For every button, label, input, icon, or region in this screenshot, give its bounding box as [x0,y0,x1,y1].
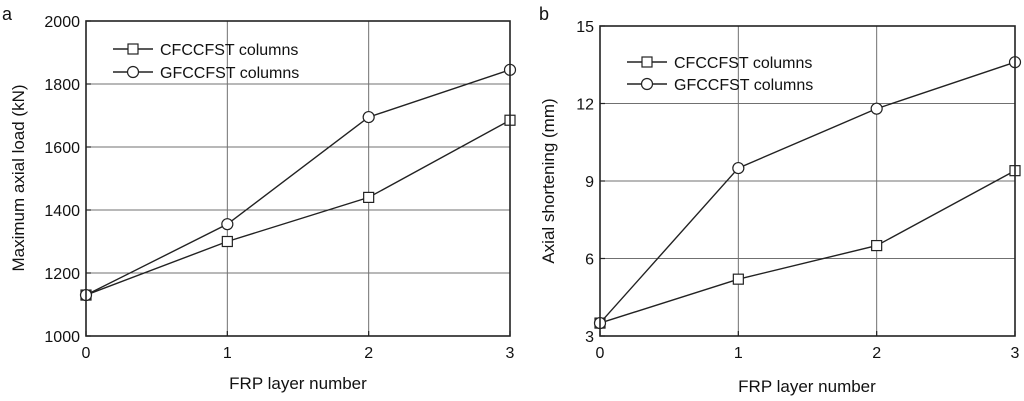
legend-square-marker-a [127,43,139,55]
data-point-square [732,273,744,285]
x-tick-label: 3 [1011,345,1020,362]
series-b [593,56,1022,330]
legend-label-cfccfst-b: CFCCFST columns [674,55,812,72]
legend-item-cfccfst-b: CFCCFST columns [627,55,812,72]
chart-panel-a: a 0 1 2 3 1000 1200 1400 1600 1800 2000 FRP layer… [2,4,517,393]
data-point-square [871,239,883,252]
y-tick-label: 1800 [44,77,80,94]
y-axis-title-a: Maximum axial load (kN) [9,84,28,271]
series-line-gfccfst [599,61,1016,324]
y-tick-label: 2000 [44,14,80,31]
y-tick-label: 12 [576,97,594,114]
grid-b [600,26,1015,336]
y-tick-label: 15 [576,19,594,36]
x-tick-label: 0 [596,345,605,362]
x-tick-label: 0 [82,345,91,362]
plot-frame-a [85,20,511,337]
y-axis-title-b: Axial shortening (mm) [539,98,558,263]
y-tick-label: 1000 [44,329,80,346]
x-axis-title-a: FRP layer number [229,374,367,393]
series-line-gfccfst [85,69,511,296]
legend-item-gfccfst-b: GFCCFST columns [627,77,813,94]
panel-label-b: b [539,4,549,24]
data-point-square [363,191,375,203]
x-tick-label: 1 [734,345,743,362]
panel-label-a: a [2,4,13,24]
x-tick-label: 2 [364,345,373,362]
series-line-cfccfst [85,119,511,296]
legend-item-cfccfst-a: CFCCFST columns [113,42,298,59]
data-point-square [221,235,233,248]
data-point-circle [221,218,234,231]
series-a [79,63,517,302]
x-tick-label: 3 [506,345,515,362]
plot-frame-b [599,25,1016,337]
ticks-a: 0 1 2 3 1000 1200 1400 1600 1800 2000 [44,14,514,362]
x-tick-label: 1 [223,345,232,362]
y-tick-label: 6 [585,252,594,269]
y-tick-label: 9 [585,174,594,191]
y-tick-label: 1200 [44,266,80,283]
legend-b: CFCCFST columns GFCCFST columns [627,55,813,94]
legend-square-marker-b [641,56,653,68]
data-point-circle [870,102,883,115]
series-line-cfccfst [599,170,1016,324]
legend-circle-marker-a [126,65,140,79]
y-tick-label: 1400 [44,203,80,220]
legend-a: CFCCFST columns GFCCFST columns [113,42,299,82]
data-point-circle [732,161,745,175]
grid-a [86,21,510,336]
x-axis-title-b: FRP layer number [738,377,876,396]
x-tick-label: 2 [872,345,881,362]
legend-label-cfccfst-a: CFCCFST columns [160,42,298,59]
legend-label-gfccfst-a: GFCCFST columns [160,65,299,82]
y-tick-label: 1600 [44,140,80,157]
legend-item-gfccfst-a: GFCCFST columns [113,65,299,82]
legend-circle-marker-b [640,77,654,91]
legend-label-gfccfst-b: GFCCFST columns [674,77,813,94]
y-tick-label: 3 [585,329,594,346]
data-point-circle [362,110,375,124]
